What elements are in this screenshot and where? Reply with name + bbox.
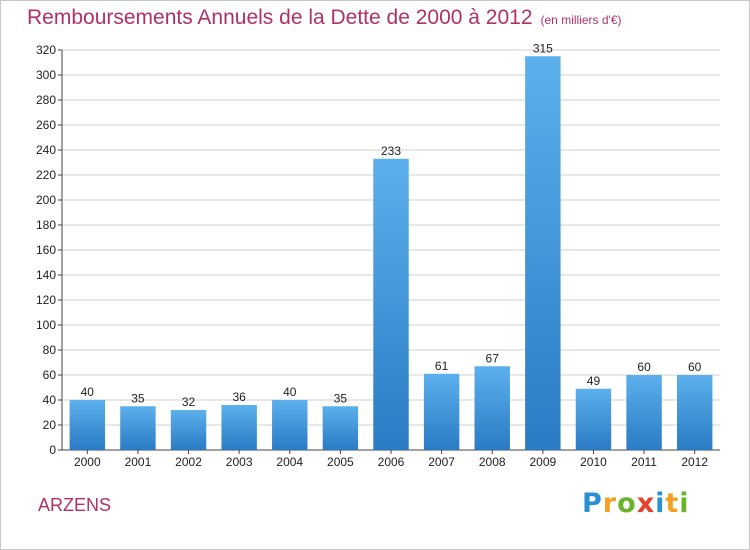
y-tick-label: 80 bbox=[43, 343, 57, 357]
x-tick-label: 2002 bbox=[175, 455, 202, 469]
bar-value-label: 315 bbox=[533, 41, 553, 55]
logo-letter: o bbox=[617, 488, 637, 519]
bar-value-label: 233 bbox=[381, 144, 401, 158]
bar-2008 bbox=[474, 366, 510, 450]
bar-value-label: 40 bbox=[81, 385, 95, 399]
bar-2009 bbox=[525, 56, 561, 450]
y-tick-label: 320 bbox=[36, 43, 56, 57]
y-tick-label: 60 bbox=[43, 368, 57, 382]
y-tick-label: 140 bbox=[36, 268, 56, 282]
proxiti-logo: Proxiti bbox=[582, 488, 690, 519]
bar-value-label: 67 bbox=[486, 351, 500, 365]
x-tick-label: 2001 bbox=[125, 455, 152, 469]
y-tick-label: 0 bbox=[49, 443, 56, 457]
logo-letter: i bbox=[679, 488, 690, 519]
bar-2005 bbox=[322, 406, 359, 450]
bar-value-label: 35 bbox=[131, 391, 145, 405]
y-tick-label: 120 bbox=[36, 293, 56, 307]
y-tick-label: 280 bbox=[36, 93, 56, 107]
bar-2011 bbox=[626, 375, 662, 450]
place-name: ARZENS bbox=[38, 495, 112, 515]
x-tick-label: 2011 bbox=[631, 455, 657, 469]
bar-2004 bbox=[272, 400, 308, 450]
y-tick-label: 40 bbox=[43, 393, 57, 407]
bar-2010 bbox=[575, 388, 612, 450]
y-tick-label: 220 bbox=[36, 168, 56, 182]
bar-value-label: 61 bbox=[435, 359, 449, 373]
bar-2003 bbox=[221, 405, 257, 450]
chart-title: Remboursements Annuels de la Dette de 20… bbox=[27, 6, 622, 30]
x-tick-label: 2010 bbox=[580, 455, 607, 469]
bar-value-label: 60 bbox=[637, 360, 651, 374]
x-tick-label: 2005 bbox=[327, 455, 354, 469]
x-tick-label: 2008 bbox=[479, 455, 506, 469]
y-tick-label: 20 bbox=[43, 418, 57, 432]
labels: 40 2000 35 2001 32 2002 36 2003 40 2004 35 2005 233 2… bbox=[74, 41, 708, 469]
bar-value-label: 49 bbox=[587, 374, 601, 388]
bar-2006 bbox=[373, 158, 409, 450]
bar-2000 bbox=[69, 400, 106, 450]
bar-value-label: 60 bbox=[688, 360, 702, 374]
x-tick-label: 2007 bbox=[428, 455, 455, 469]
bar-value-label: 36 bbox=[232, 390, 246, 404]
x-tick-label: 2003 bbox=[226, 455, 253, 469]
bar-2007 bbox=[423, 373, 460, 450]
bar-value-label: 32 bbox=[182, 395, 196, 409]
bar-2002 bbox=[170, 410, 207, 450]
x-tick-label: 2004 bbox=[276, 455, 303, 469]
y-tick-label: 300 bbox=[36, 68, 56, 82]
bars bbox=[69, 56, 713, 450]
logo-letter: i bbox=[655, 488, 666, 519]
chart-title-text: Remboursements Annuels de la Dette de 20… bbox=[27, 6, 533, 29]
bar-2001 bbox=[120, 406, 156, 450]
logo-letter: x bbox=[636, 488, 656, 519]
y-tick-label: 200 bbox=[36, 193, 56, 207]
x-tick-label: 2012 bbox=[681, 455, 708, 469]
chart-unit: (en milliers d'€) bbox=[540, 13, 622, 27]
logo-letter: t bbox=[665, 488, 680, 519]
y-tick-label: 100 bbox=[36, 318, 56, 332]
logo-letter: P bbox=[582, 488, 603, 519]
x-tick-label: 2000 bbox=[74, 455, 101, 469]
bar-value-label: 40 bbox=[283, 385, 297, 399]
bar-2012 bbox=[676, 375, 713, 450]
y-tick-label: 180 bbox=[36, 218, 56, 232]
y-tick-label: 260 bbox=[36, 118, 56, 132]
y-tick-label: 240 bbox=[36, 143, 56, 157]
logo-letter: r bbox=[602, 488, 618, 519]
bar-value-label: 35 bbox=[334, 391, 348, 405]
y-tick-label: 160 bbox=[36, 243, 56, 257]
x-tick-label: 2009 bbox=[529, 455, 556, 469]
x-tick-label: 2006 bbox=[378, 455, 405, 469]
